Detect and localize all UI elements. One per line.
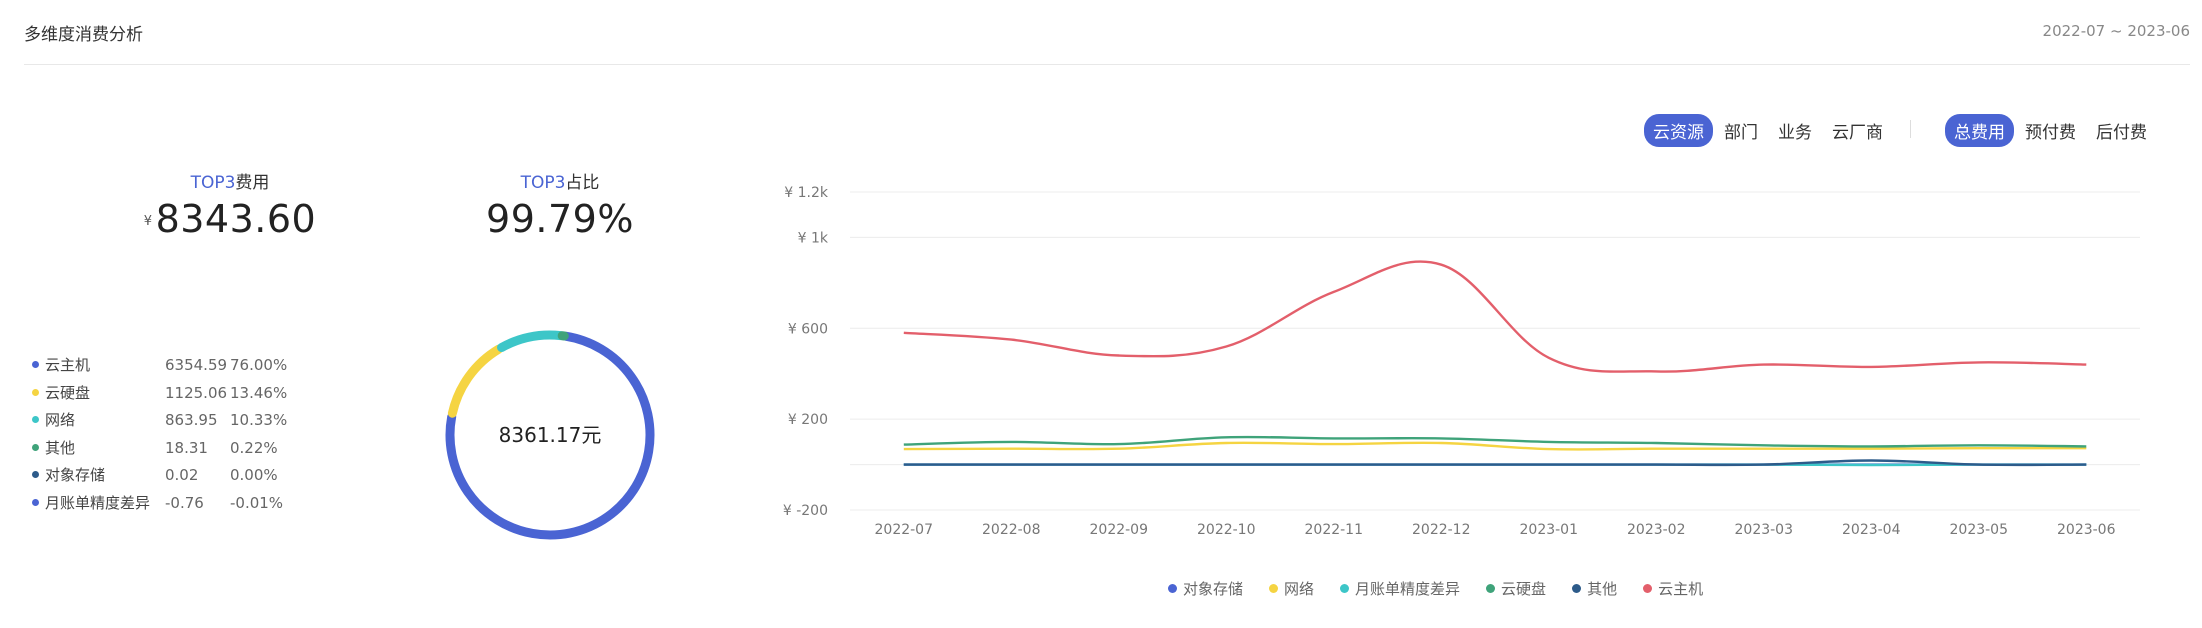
breakdown-amount: -0.76 bbox=[165, 493, 204, 512]
legend-item[interactable]: 网络 bbox=[1269, 578, 1314, 599]
breakdown-amount: 863.95 bbox=[165, 411, 218, 429]
toggle-divider bbox=[1910, 120, 1911, 138]
dimension-option[interactable]: 云资源 bbox=[1644, 114, 1713, 147]
legend-dot bbox=[1269, 584, 1279, 593]
breakdown-percent: 0.00% bbox=[230, 466, 278, 484]
x-tick-label: 2023-04 bbox=[1842, 522, 1901, 538]
legend-item[interactable]: 对象存储 bbox=[1168, 578, 1243, 599]
legend-label: 云主机 bbox=[1658, 580, 1704, 598]
x-tick-label: 2022-12 bbox=[1412, 522, 1471, 538]
x-tick-label: 2022-07 bbox=[875, 522, 934, 538]
breakdown-dot bbox=[32, 498, 39, 506]
legend-item[interactable]: 月账单精度差异 bbox=[1340, 578, 1460, 599]
y-tick-label: ¥ -200 bbox=[783, 503, 828, 519]
trend-line-chart: ¥ -200 ¥ 200 ¥ 600 ¥ 1k ¥ 1.2k 2022-07 2022-08… bbox=[783, 185, 2140, 538]
breakdown-name: 云主机 bbox=[45, 356, 91, 374]
breakdown-name: 月账单精度差异 bbox=[45, 493, 151, 512]
y-tick-label: ¥ 200 bbox=[788, 412, 828, 428]
breakdown-amount: 18.31 bbox=[165, 438, 208, 457]
cost-donut-chart: 8361.17元 bbox=[445, 330, 655, 540]
top3-ratio-value: 99.79% bbox=[486, 197, 634, 241]
dimension-option[interactable]: 业务 bbox=[1778, 123, 1812, 143]
x-tick-label: 2023-02 bbox=[1627, 522, 1686, 538]
breakdown-name: 网络 bbox=[45, 411, 76, 429]
series-line-云硬盘[interactable] bbox=[903, 435, 2087, 448]
dimension-option[interactable]: 云厂商 bbox=[1832, 123, 1883, 143]
breakdown-percent: 10.33% bbox=[230, 411, 288, 429]
legend-dot bbox=[1168, 584, 1177, 593]
page-title: 多维度消费分析 bbox=[24, 25, 143, 45]
dimension-option[interactable]: 部门 bbox=[1724, 123, 1758, 143]
donut-segment-网络[interactable] bbox=[497, 330, 566, 353]
breakdown-amount: 6354.59 bbox=[165, 356, 228, 374]
donut-segment-云主机[interactable] bbox=[445, 331, 655, 540]
legend-label: 云硬盘 bbox=[1501, 580, 1547, 598]
breakdown-item: 其他 18.31 0.22% bbox=[32, 435, 287, 463]
legend-label: 对象存储 bbox=[1183, 580, 1244, 598]
legend-dot bbox=[1486, 584, 1496, 593]
breakdown-item: 月账单精度差异 -0.76 -0.01% bbox=[32, 490, 287, 518]
breakdown-dot bbox=[32, 361, 39, 368]
series-line-云主机[interactable] bbox=[903, 260, 2087, 373]
breakdown-percent: 0.22% bbox=[230, 438, 278, 457]
fee-type-option[interactable]: 预付费 bbox=[2025, 123, 2076, 143]
top3-ratio-label: TOP3占比 bbox=[520, 173, 600, 193]
page-header: 多维度消费分析 2022-07 ~ 2023-06 bbox=[24, 18, 2190, 65]
donut-center-label: 8361.17元 bbox=[499, 423, 602, 447]
dimension-toggle: 云资源 部门 业务 云厂商 bbox=[1642, 114, 1892, 147]
breakdown-amount: 0.02 bbox=[165, 466, 199, 484]
legend-label: 月账单精度差异 bbox=[1355, 580, 1461, 598]
top3-cost-value: ¥8343.60 bbox=[143, 197, 317, 241]
fee-type-option[interactable]: 总费用 bbox=[1945, 114, 2014, 147]
legend-label: 其他 bbox=[1587, 580, 1618, 598]
legend-item[interactable]: 云主机 bbox=[1643, 578, 1703, 599]
breakdown-item: 云主机 6354.59 76.00% bbox=[32, 352, 287, 380]
breakdown-dot bbox=[32, 471, 39, 478]
breakdown-percent: 13.46% bbox=[230, 383, 288, 402]
cost-breakdown-list: 云主机 6354.59 76.00% 云硬盘 1125.06 13.46% 网络 863.95… bbox=[32, 352, 287, 517]
top3-cost-stat: TOP3费用 ¥8343.60 bbox=[70, 168, 390, 241]
fee-type-option[interactable]: 后付费 bbox=[2096, 123, 2147, 143]
legend-dot bbox=[1340, 584, 1350, 593]
series-line-网络[interactable] bbox=[903, 441, 2087, 451]
series-line-其他[interactable] bbox=[903, 459, 2087, 467]
top3-cost-label: TOP3费用 bbox=[190, 173, 270, 193]
x-tick-label: 2023-06 bbox=[2057, 522, 2116, 538]
x-tick-label: 2022-11 bbox=[1305, 522, 1364, 538]
x-tick-label: 2023-05 bbox=[1950, 522, 2009, 538]
legend-dot bbox=[1643, 584, 1653, 593]
breakdown-amount: 1125.06 bbox=[165, 383, 228, 402]
breakdown-dot bbox=[32, 388, 39, 396]
y-tick-label: ¥ 1.2k bbox=[784, 185, 829, 201]
breakdown-item: 对象存储 0.02 0.00% bbox=[32, 462, 287, 490]
breakdown-item: 网络 863.95 10.33% bbox=[32, 407, 287, 435]
top3-ratio-stat: TOP3占比 99.79% bbox=[400, 168, 720, 241]
x-tick-label: 2022-09 bbox=[1090, 522, 1149, 538]
fee-type-toggle: 总费用 预付费 后付费 bbox=[1943, 114, 2156, 147]
breakdown-percent: -0.01% bbox=[230, 493, 284, 512]
breakdown-item: 云硬盘 1125.06 13.46% bbox=[32, 380, 287, 408]
legend-item[interactable]: 云硬盘 bbox=[1486, 578, 1546, 599]
breakdown-dot bbox=[32, 443, 39, 451]
legend-dot bbox=[1572, 584, 1582, 593]
x-tick-label: 2023-01 bbox=[1520, 522, 1579, 538]
legend-item[interactable]: 其他 bbox=[1572, 578, 1617, 599]
chart-legend: 对象存储 网络 月账单精度差异 云硬盘 其他 云主机 bbox=[1168, 578, 1729, 599]
breakdown-name: 云硬盘 bbox=[45, 383, 91, 402]
breakdown-name: 其他 bbox=[45, 438, 76, 457]
date-range[interactable]: 2022-07 ~ 2023-06 bbox=[2042, 22, 2190, 40]
x-tick-label: 2022-08 bbox=[982, 522, 1041, 538]
y-tick-label: ¥ 600 bbox=[788, 321, 828, 337]
breakdown-name: 对象存储 bbox=[45, 466, 106, 484]
x-tick-label: 2023-03 bbox=[1735, 522, 1794, 538]
breakdown-percent: 76.00% bbox=[230, 356, 288, 374]
y-tick-label: ¥ 1k bbox=[798, 230, 829, 246]
donut-segment-云硬盘[interactable] bbox=[447, 344, 504, 418]
x-tick-label: 2022-10 bbox=[1197, 522, 1256, 538]
breakdown-dot bbox=[32, 416, 39, 423]
legend-label: 网络 bbox=[1284, 580, 1315, 598]
